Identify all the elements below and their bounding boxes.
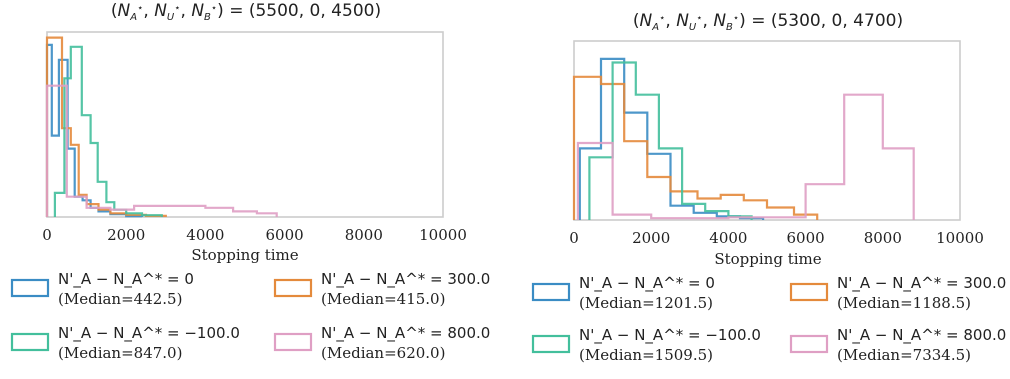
- legend-swatch: [273, 278, 313, 298]
- right-plot-frame: [573, 40, 961, 221]
- legend-series-name: N'_A − N_A^* = −100.0: [579, 326, 761, 345]
- legend-series-name: N'_A − N_A^* = 800.0: [321, 324, 490, 343]
- x-tick-label: 10000: [419, 226, 467, 244]
- x-tick-label: 6000: [787, 229, 825, 247]
- legend-median-label: (Median=7334.5): [837, 346, 971, 364]
- legend-swatch: [531, 282, 571, 302]
- x-tick-label: 2000: [107, 226, 145, 244]
- x-tick-label: 0: [569, 229, 579, 247]
- legend-series-name: N'_A − N_A^* = 0: [58, 270, 194, 289]
- legend-series-name: N'_A − N_A^* = 0: [579, 274, 715, 293]
- x-tick-label: 8000: [864, 229, 902, 247]
- right-legend: N'_A − N_A^* = 0(Median=1201.5) N'_A − N_…: [531, 274, 1006, 364]
- left-panel: (NA⋆, NU⋆, NB⋆) = (5500, 0, 4500) 0 2000 4…: [10, 1, 490, 362]
- right-x-ticks: 0 2000 4000 6000 8000 10000: [569, 229, 984, 247]
- legend-series-name: N'_A − N_A^* = 300.0: [837, 274, 1006, 293]
- x-tick-label: 8000: [345, 226, 383, 244]
- right-series-layer: [572, 57, 915, 220]
- legend-median-label: (Median=442.5): [58, 290, 182, 308]
- left-x-axis-label: Stopping time: [191, 246, 298, 264]
- x-tick-label: 4000: [186, 226, 224, 244]
- left-legend: N'_A − N_A^* = 0(Median=442.5) N'_A − N_A…: [10, 270, 490, 362]
- left-series-layer: [45, 36, 278, 218]
- legend-swatch: [789, 282, 829, 302]
- left-panel-title: (NA⋆, NU⋆, NB⋆) = (5500, 0, 4500): [111, 1, 381, 23]
- histogram-series-2: [53, 45, 163, 217]
- histogram-series-3: [45, 84, 278, 217]
- legend-series-name: N'_A − N_A^* = −100.0: [58, 324, 240, 343]
- legend-median-label: (Median=1188.5): [837, 294, 971, 312]
- legend-median-label: (Median=1201.5): [579, 294, 713, 312]
- right-x-axis-label: Stopping time: [714, 250, 821, 268]
- legend-swatch: [10, 278, 50, 298]
- right-panel: (NA⋆, NU⋆, NB⋆) = (5300, 0, 4700) 0 2000 4…: [531, 11, 1006, 364]
- legend-median-label: (Median=415.0): [321, 290, 445, 308]
- right-panel-title: (NA⋆, NU⋆, NB⋆) = (5300, 0, 4700): [633, 11, 903, 33]
- legend-median-label: (Median=620.0): [321, 344, 445, 362]
- histogram-series-3: [576, 93, 915, 220]
- legend-swatch: [10, 332, 50, 352]
- x-tick-label: 0: [42, 226, 52, 244]
- legend-swatch: [789, 334, 829, 354]
- legend-median-label: (Median=847.0): [58, 344, 182, 362]
- legend-median-label: (Median=1509.5): [579, 346, 713, 364]
- x-tick-label: 6000: [266, 226, 304, 244]
- x-tick-label: 2000: [632, 229, 670, 247]
- left-x-ticks: 0 2000 4000 6000 8000 10000: [42, 226, 467, 244]
- legend-swatch: [273, 332, 313, 352]
- histogram-series-2: [588, 61, 753, 220]
- legend-swatch: [531, 334, 571, 354]
- histogram-series-1: [572, 75, 819, 220]
- x-tick-label: 4000: [709, 229, 747, 247]
- x-tick-label: 10000: [936, 229, 984, 247]
- legend-series-name: N'_A − N_A^* = 800.0: [837, 326, 1006, 345]
- legend-series-name: N'_A − N_A^* = 300.0: [321, 270, 490, 289]
